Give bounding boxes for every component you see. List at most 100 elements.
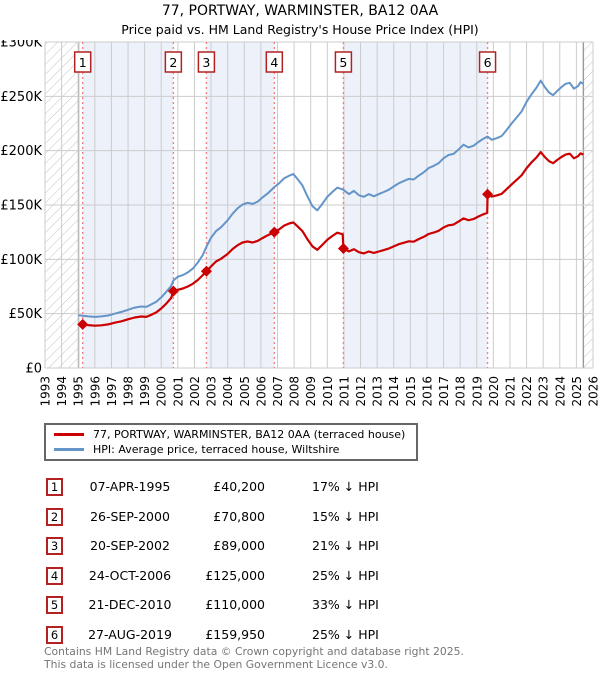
sale-num: 2: [46, 507, 63, 526]
sale-num: 3: [46, 537, 63, 556]
sale-row: 6 27-AUG-2019 £159,950 25% ↓ HPI: [45, 626, 555, 648]
x-axis-label: 1997: [105, 376, 119, 407]
sale-marker: [268, 226, 280, 238]
sale-price: £70,800: [213, 508, 265, 524]
sales-table: 1 07-APR-1995 £40,200 17% ↓ HPI 2 26-SEP-2000…: [45, 474, 555, 644]
sale-number-label: 3: [202, 55, 210, 70]
sale-num: 5: [46, 596, 63, 615]
sale-date: 27-AUG-2019: [88, 627, 172, 642]
license-footer: Contains HM Land Registry data © Crown c…: [44, 645, 596, 671]
price-line-swatch: [54, 433, 84, 436]
x-axis-label: 2024: [553, 376, 567, 407]
sale-pct: 17% ↓ HPI: [312, 479, 379, 494]
x-axis-label: 2025: [570, 376, 584, 407]
x-axis-label: 2013: [371, 376, 385, 407]
x-axis-label: 2002: [188, 376, 202, 407]
sale-num: 6: [46, 626, 63, 644]
y-axis-label: £200K: [0, 144, 42, 159]
sale-pct: 33% ↓ HPI: [312, 597, 379, 613]
y-axis-label: £50K: [9, 307, 43, 322]
y-axis-label: £150K: [0, 199, 42, 214]
sale-date: 24-OCT-2006: [88, 567, 172, 583]
sale-number-label: 6: [484, 55, 492, 70]
sale-price: £89,000: [213, 538, 265, 554]
hpi-series-line: [78, 79, 584, 318]
x-axis-label: 2016: [420, 376, 434, 407]
sale-pct: 25% ↓ HPI: [312, 567, 379, 583]
x-axis-label: 2020: [487, 376, 501, 407]
sale-number-box: [197, 51, 216, 73]
footer-line-1: Contains HM Land Registry data © Crown c…: [44, 645, 464, 658]
x-axis-label: 1994: [55, 376, 69, 407]
x-axis-label: 1995: [72, 376, 86, 407]
sale-row: 4 24-OCT-2006 £125,000 25% ↓ HPI: [45, 566, 555, 589]
x-axis-label: 2021: [503, 376, 517, 407]
x-axis-label: 2007: [271, 376, 285, 407]
sale-num: 1: [46, 478, 63, 496]
x-axis-label: 2023: [537, 376, 551, 407]
sale-row: 2 26-SEP-2000 £70,800 15% ↓ HPI: [45, 507, 555, 530]
footer-line-2: This data is licensed under the Open Gov…: [44, 658, 388, 671]
sale-number-box: [334, 51, 353, 73]
legend-label: 77, PORTWAY, WARMINSTER, BA12 0AA (terra…: [93, 428, 406, 441]
x-axis-label: 2009: [304, 376, 318, 407]
x-axis-label: 1996: [88, 376, 102, 407]
sale-marker: [337, 242, 349, 254]
x-axis-label: 2019: [470, 376, 484, 407]
sale-number-box: [164, 51, 183, 73]
sale-number-box: [73, 51, 92, 73]
x-axis-label: 2001: [171, 376, 185, 407]
sale-number-label: 4: [270, 55, 278, 70]
sale-marker: [167, 285, 179, 297]
sale-pct: 25% ↓ HPI: [312, 627, 379, 642]
x-axis-label: 2015: [404, 376, 418, 407]
sale-row: 1 07-APR-1995 £40,200 17% ↓ HPI: [45, 478, 555, 500]
legend-label: HPI: Average price, terraced house, Wilt…: [93, 443, 340, 456]
sale-date: 20-SEP-2002: [90, 538, 170, 554]
x-axis-label: 2014: [387, 376, 401, 407]
x-axis-label: 2022: [520, 376, 534, 407]
sale-num: 4: [46, 566, 63, 585]
x-axis-label: 2010: [321, 376, 335, 407]
hpi-line-swatch: [54, 448, 84, 451]
sale-pct: 15% ↓ HPI: [312, 508, 379, 524]
x-axis-label: 2000: [155, 376, 169, 407]
x-axis-label: 1998: [122, 376, 136, 407]
sale-date: 21-DEC-2010: [88, 597, 172, 613]
sale-row: 3 20-SEP-2002 £89,000 21% ↓ HPI: [45, 537, 555, 559]
page-subtitle: Price paid vs. HM Land Registry's House …: [121, 22, 479, 37]
sale-date: 26-SEP-2000: [90, 508, 170, 524]
x-axis-label: 2017: [437, 376, 451, 407]
y-axis-label: £100K: [0, 253, 42, 268]
sale-number-box: [265, 51, 284, 73]
x-axis-label: 2018: [454, 376, 468, 407]
sale-number-box: [478, 51, 497, 73]
price-chart: 1 2 3 4 5 6 £0 £50K £100K £150K £200K £250K £300K 199…: [0, 40, 600, 407]
sale-price: £40,200: [213, 479, 265, 494]
x-axis-label: 1993: [39, 376, 53, 407]
sale-row: 5 21-DEC-2010 £110,000 33% ↓ HPI: [45, 596, 555, 618]
sale-price: £125,000: [205, 567, 265, 583]
x-axis-label: 2008: [288, 376, 302, 407]
sale-number-label: 1: [79, 55, 87, 70]
sale-marker: [482, 188, 494, 200]
x-axis-label: 1999: [138, 376, 152, 407]
x-axis-label: 2012: [354, 376, 368, 407]
sale-marker: [77, 318, 89, 330]
x-axis-label: 2003: [205, 376, 219, 407]
sale-price: £159,950: [205, 627, 265, 642]
legend-item-hpi: HPI: Average price, terraced house, Wilt…: [50, 442, 412, 457]
y-axis-label: £250K: [0, 90, 42, 105]
sale-marker: [200, 265, 212, 277]
y-axis-label: £300K: [0, 40, 42, 51]
legend: 77, PORTWAY, WARMINSTER, BA12 0AA (terra…: [44, 423, 418, 461]
x-axis-label: 2005: [238, 376, 252, 407]
page-title: 77, PORTWAY, WARMINSTER, BA12 0AA: [161, 3, 439, 19]
sale-pct: 21% ↓ HPI: [312, 538, 379, 554]
sale-number-label: 2: [169, 55, 177, 70]
sale-number-label: 5: [339, 55, 347, 70]
x-axis-label: 2026: [587, 376, 600, 407]
legend-item-price: 77, PORTWAY, WARMINSTER, BA12 0AA (terra…: [50, 427, 412, 442]
sale-price: £110,000: [205, 597, 265, 613]
